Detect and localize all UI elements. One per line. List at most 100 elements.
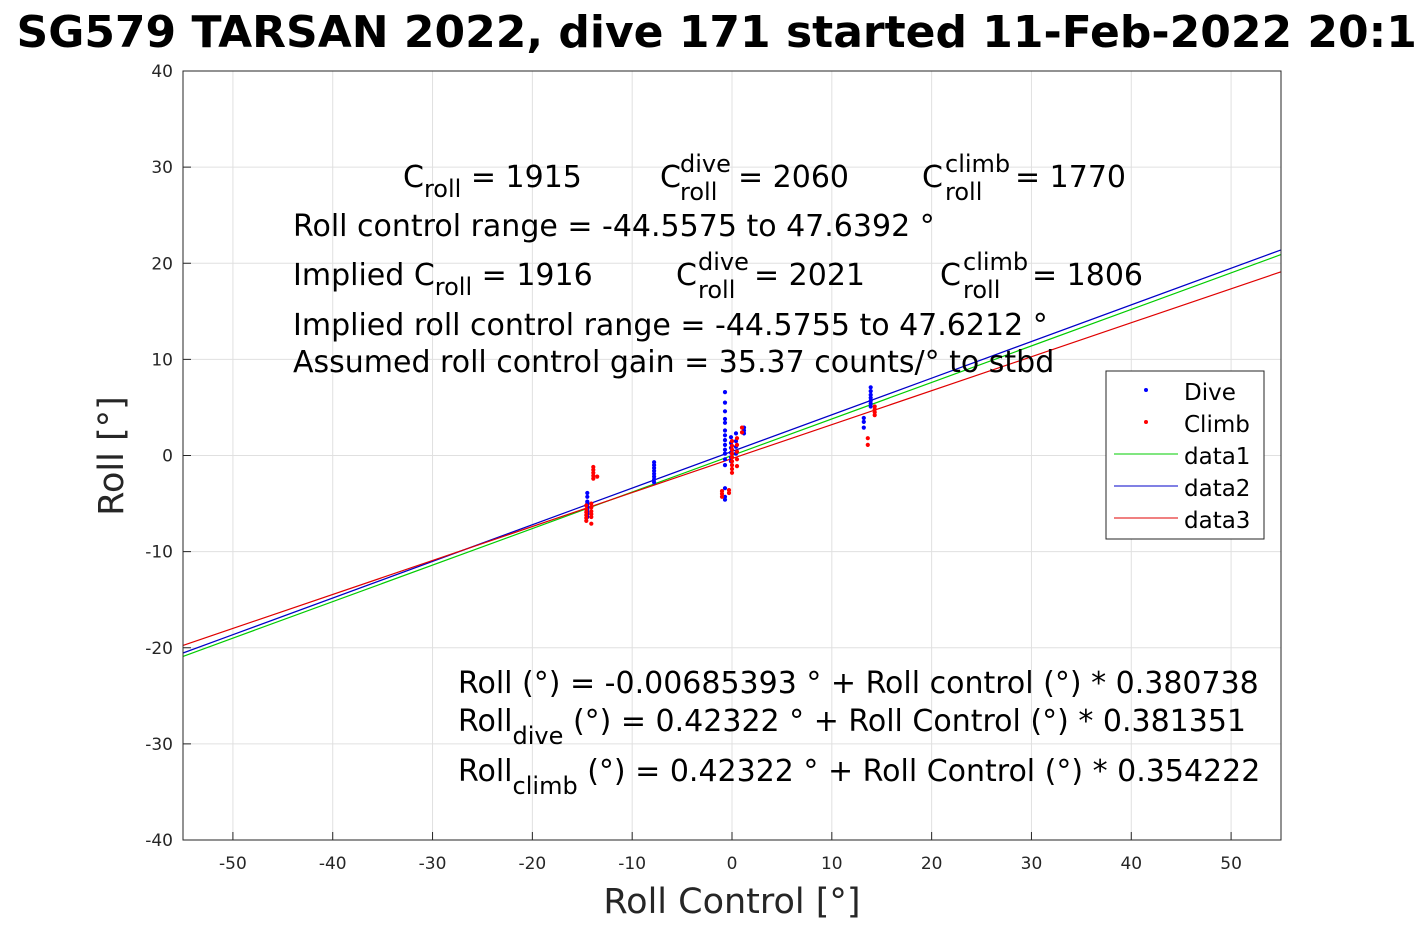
legend-marker-dive	[1144, 388, 1148, 392]
point-dive	[733, 431, 739, 436]
y-tick-label: -10	[145, 543, 173, 563]
point-climb	[739, 430, 745, 435]
data-points	[584, 385, 877, 526]
annotation-implied-c-roll: Implied Croll = 1916	[293, 258, 593, 301]
point-climb	[734, 464, 740, 469]
point-dive	[722, 442, 728, 447]
point-dive	[722, 486, 728, 491]
x-tick-label: 50	[1220, 854, 1242, 874]
point-climb	[726, 488, 732, 493]
point-dive	[868, 385, 873, 390]
point-climb	[589, 514, 594, 520]
point-climb	[591, 473, 596, 478]
annotation-fit-all: Roll (°) = -0.00685393 ° + Roll control …	[458, 666, 1259, 701]
point-dive	[585, 490, 590, 496]
point-dive	[868, 404, 873, 409]
point-dive	[652, 465, 657, 471]
annotation-range: Roll control range = -44.5575 to 47.6392…	[293, 209, 935, 244]
point-dive	[722, 420, 728, 425]
point-climb	[584, 518, 589, 524]
annotation-implied-climb-sup: climb	[963, 248, 1028, 276]
point-climb	[584, 513, 589, 518]
point-dive	[728, 435, 734, 440]
point-climb	[726, 490, 732, 496]
point-dive	[652, 477, 657, 482]
x-tick-label: 30	[1021, 854, 1043, 874]
point-dive	[652, 468, 657, 473]
point-climb	[729, 447, 735, 452]
legend-label-data1: data1	[1184, 444, 1250, 470]
annotation-c-roll-climb: C	[922, 160, 943, 195]
point-dive	[868, 395, 873, 400]
point-dive	[868, 398, 873, 403]
point-dive	[861, 415, 866, 421]
chart-title: SG579 TARSAN 2022, dive 171 started 11-F…	[17, 7, 1417, 58]
y-axis-label: Roll [°]	[92, 396, 132, 516]
point-dive	[652, 460, 657, 465]
annotation-c-roll: Croll = 1915	[403, 160, 582, 203]
point-climb	[584, 515, 589, 521]
legend-label-data2: data2	[1184, 476, 1250, 502]
annotation-implied-climb-sub: roll	[963, 276, 1000, 304]
point-climb	[739, 425, 745, 430]
point-climb	[584, 503, 589, 508]
legend-label-climb: Climb	[1184, 412, 1250, 438]
point-dive	[722, 390, 728, 395]
point-climb	[591, 476, 596, 481]
annotation-fit-climb: Rollclimb (°) = 0.42322 ° + Roll Control…	[458, 754, 1260, 800]
x-tick-label: 40	[1120, 854, 1142, 874]
point-dive	[722, 463, 728, 468]
y-tick-labels: 40 30 20 10 0 -10 -20 -30 -40	[145, 62, 173, 851]
point-climb	[591, 470, 596, 475]
plot-frame	[182, 70, 1282, 841]
point-climb	[584, 510, 589, 515]
point-climb	[729, 470, 735, 475]
legend: Dive Climb data1 data2 data3	[1105, 370, 1265, 540]
point-climb	[589, 511, 594, 517]
annotation-implied-dive: C	[676, 258, 697, 293]
annotation-c-roll-dive-val: = 2060	[738, 160, 849, 195]
y-tick-label: 40	[151, 62, 173, 82]
y-tick-label: -40	[145, 831, 173, 851]
point-dive	[868, 401, 873, 406]
point-climb	[872, 413, 877, 418]
point-climb	[734, 457, 740, 462]
point-dive	[722, 451, 728, 456]
x-tick-label: -50	[219, 854, 247, 874]
annotation-c-roll-climb-sup: climb	[945, 150, 1010, 178]
annotation-gain: Assumed roll control gain = 35.37 counts…	[293, 345, 1054, 380]
annotation-implied-dive-sub: roll	[698, 276, 735, 304]
point-climb	[734, 436, 740, 441]
annotation-implied-climb: C	[940, 258, 961, 293]
x-tick-label: -40	[319, 854, 347, 874]
legend-marker-climb	[1144, 420, 1148, 424]
annotation-c-roll-dive: C	[660, 160, 681, 195]
point-dive	[652, 480, 657, 485]
x-tick-label: 20	[921, 854, 943, 874]
annotation-c-roll-dive-sub: roll	[680, 178, 717, 206]
point-dive	[722, 447, 728, 452]
point-dive	[652, 474, 657, 479]
point-climb	[591, 464, 596, 470]
point-climb	[589, 521, 594, 526]
point-dive	[722, 433, 728, 438]
point-climb	[591, 467, 596, 472]
x-tick-label: -20	[518, 854, 546, 874]
annotation-c-roll-climb-val: = 1770	[1015, 160, 1126, 195]
x-tick-labels: -50 -40 -30 -20 -10 0 10 20 30 40 50	[219, 854, 1242, 874]
annotation-implied-range: Implied roll control range = -44.5755 to…	[293, 308, 1048, 343]
point-climb	[729, 451, 735, 456]
point-climb	[729, 439, 735, 444]
point-climb	[595, 474, 600, 479]
annotations: Croll = 1915 C dive roll = 2060 C climb …	[293, 150, 1260, 800]
y-tick-label: 10	[151, 350, 173, 370]
point-dive	[722, 400, 728, 405]
point-climb	[729, 463, 735, 468]
x-tick-label: 0	[727, 854, 738, 874]
point-climb	[872, 404, 877, 409]
point-climb	[734, 449, 740, 454]
point-climb	[729, 459, 735, 464]
point-climb	[719, 494, 725, 499]
y-tick-label: 30	[151, 158, 173, 178]
point-climb	[734, 442, 740, 447]
